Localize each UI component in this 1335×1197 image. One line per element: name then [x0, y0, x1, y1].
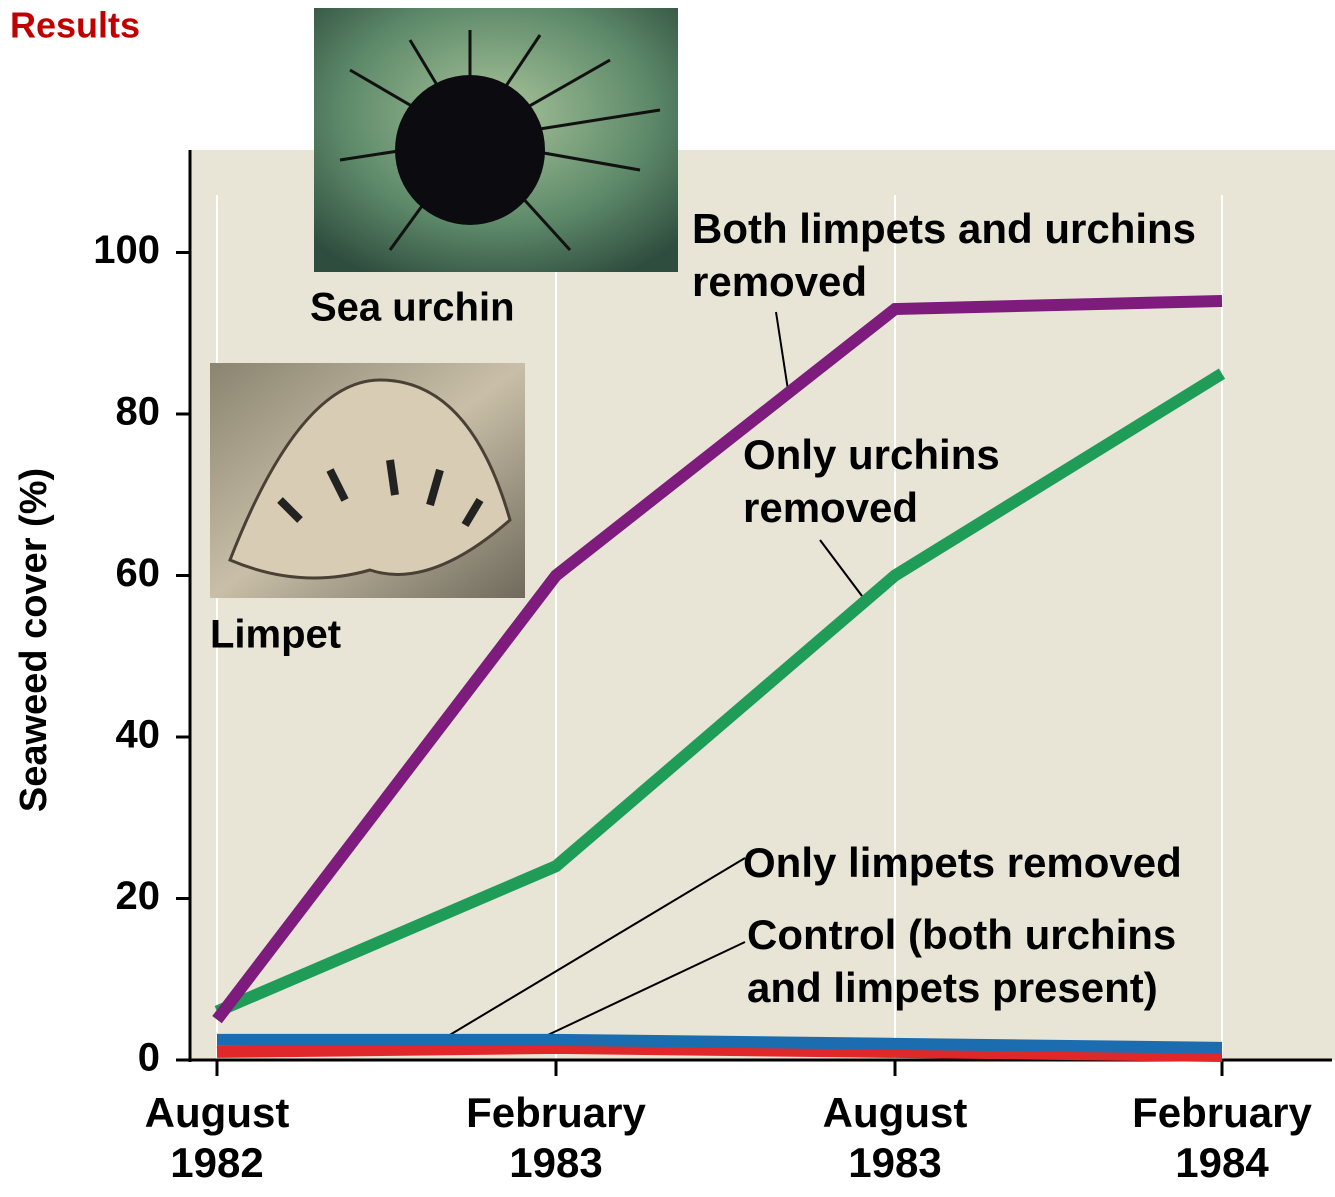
x-tick-label: February 1984 — [1132, 1088, 1312, 1188]
chart-title: Results — [10, 5, 140, 46]
y-tick-label: 40 — [116, 713, 161, 757]
urchin-photo — [314, 8, 678, 272]
y-tick-label: 100 — [93, 228, 160, 272]
annotation: removed — [692, 258, 867, 305]
y-axis-label: Seaweed cover (%) — [13, 468, 55, 812]
limpet-photo — [210, 363, 525, 598]
annotation: Control (both urchins — [747, 911, 1176, 958]
photo-caption: Limpet — [210, 613, 341, 657]
x-tick-label: August 1983 — [823, 1088, 968, 1188]
x-tick-label: August 1982 — [145, 1088, 290, 1188]
annotation: and limpets present) — [747, 964, 1158, 1011]
y-tick-label: 0 — [138, 1036, 160, 1080]
photo-caption: Sea urchin — [310, 286, 515, 330]
y-tick-label: 80 — [116, 390, 161, 434]
y-tick-label: 20 — [116, 874, 161, 918]
chart: Results Sea urchin Limpet Seaweed cover … — [0, 0, 1335, 1197]
x-tick-label: February 1983 — [466, 1088, 646, 1188]
annotation: Only limpets removed — [743, 839, 1182, 886]
annotation: Both limpets and urchins — [692, 205, 1196, 252]
annotation: Only urchins — [743, 431, 1000, 478]
page: Results Sea urchin Limpet Seaweed cover … — [0, 0, 1335, 1197]
y-tick-label: 60 — [116, 551, 161, 595]
annotation: removed — [743, 484, 918, 531]
